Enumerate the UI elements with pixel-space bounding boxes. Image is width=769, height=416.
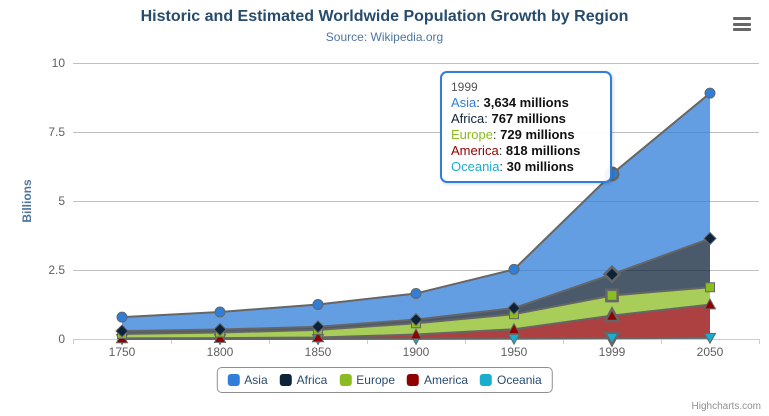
marker-asia-1800[interactable] bbox=[214, 306, 226, 318]
tooltip-series-value: 767 millions bbox=[491, 111, 566, 126]
marker-africa-1900[interactable] bbox=[409, 312, 423, 327]
legend-label: Asia bbox=[244, 373, 268, 387]
marker-america-1900[interactable] bbox=[409, 328, 423, 340]
tooltip-row: America: 818 millions bbox=[451, 143, 581, 158]
legend-label: Oceania bbox=[497, 373, 542, 387]
y-axis-label: 7.5 bbox=[48, 125, 65, 139]
legend-label: Europe bbox=[356, 373, 396, 387]
y-axis-label: 10 bbox=[51, 56, 65, 70]
legend-item-europe[interactable]: Europe bbox=[339, 373, 395, 387]
y-axis-label: 5 bbox=[58, 194, 65, 208]
tooltip-series-name: America bbox=[451, 143, 499, 158]
tooltip: 1999 Asia: 3,634 millions Africa: 767 mi… bbox=[440, 71, 612, 183]
credits-link[interactable]: Highcharts.com bbox=[691, 401, 761, 412]
marker-africa-1750[interactable] bbox=[115, 324, 129, 338]
tooltip-row: Oceania: 30 millions bbox=[451, 159, 574, 174]
tooltip-row: Asia: 3,634 millions bbox=[451, 95, 569, 110]
area-america[interactable] bbox=[122, 304, 710, 339]
marker-europe-1999[interactable] bbox=[605, 288, 619, 303]
x-axis-label: 1950 bbox=[500, 345, 528, 359]
x-axis-label: 2050 bbox=[696, 345, 724, 359]
x-axis-label: 1999 bbox=[598, 345, 626, 359]
legend-swatch-asia bbox=[227, 374, 240, 386]
marker-oceania-1999[interactable] bbox=[602, 331, 622, 348]
legend-label: America bbox=[424, 373, 469, 387]
chart-subtitle: Source: Wikipedia.org bbox=[325, 30, 444, 44]
y-axis-title: Billions bbox=[20, 179, 34, 223]
tooltip-series-value: 729 millions bbox=[500, 127, 575, 142]
marker-asia-1950[interactable] bbox=[508, 263, 520, 275]
chart-title: Historic and Estimated Worldwide Populat… bbox=[140, 8, 629, 25]
y-axis-label: 0 bbox=[58, 332, 65, 346]
x-axis-label: 1800 bbox=[206, 345, 234, 359]
legend-swatch-america bbox=[407, 374, 420, 386]
tooltip-row: Europe: 729 millions bbox=[451, 127, 575, 142]
tooltip-series-value: 30 millions bbox=[506, 159, 574, 174]
context-menu-button[interactable] bbox=[733, 17, 751, 31]
marker-africa-2050[interactable] bbox=[703, 231, 717, 246]
hamburger-icon bbox=[733, 17, 751, 20]
tooltip-header: 1999 bbox=[451, 80, 478, 94]
tooltip-series-name: Asia bbox=[451, 95, 477, 110]
marker-asia-2050[interactable] bbox=[704, 87, 716, 99]
marker-africa-1850[interactable] bbox=[311, 320, 325, 334]
area-africa[interactable] bbox=[122, 238, 710, 334]
x-axis-label: 1900 bbox=[402, 345, 430, 359]
legend-swatch-europe bbox=[339, 374, 352, 386]
tooltip-series-name: Europe bbox=[451, 127, 493, 142]
legend-item-america[interactable]: America bbox=[407, 373, 468, 387]
tooltip-series-name: Oceania bbox=[451, 159, 500, 174]
x-axis-label: 1850 bbox=[304, 345, 332, 359]
x-axis-label: 1750 bbox=[108, 345, 136, 359]
marker-africa-1800[interactable] bbox=[213, 322, 227, 337]
marker-america-1850[interactable] bbox=[311, 330, 325, 343]
marker-asia-1900[interactable] bbox=[410, 287, 422, 299]
marker-oceania-1950[interactable] bbox=[507, 333, 521, 346]
legend-swatch-africa bbox=[279, 374, 292, 386]
tooltip-series-value: 3,634 millions bbox=[483, 95, 569, 110]
marker-america-2050[interactable] bbox=[703, 298, 717, 310]
marker-asia-1750[interactable] bbox=[116, 311, 128, 323]
tooltip-row: Africa: 767 millions bbox=[451, 111, 566, 126]
marker-europe-2050[interactable] bbox=[705, 282, 715, 293]
marker-africa-1999[interactable] bbox=[602, 265, 622, 284]
legend-item-asia[interactable]: Asia bbox=[227, 373, 268, 387]
legend: Asia Africa Europe America Oceania bbox=[216, 367, 553, 393]
area-asia[interactable] bbox=[122, 93, 710, 332]
legend-item-africa[interactable]: Africa bbox=[279, 373, 328, 387]
marker-america-1999[interactable] bbox=[602, 306, 622, 323]
legend-label: Africa bbox=[296, 373, 328, 387]
y-axis-label: 2.5 bbox=[48, 263, 65, 277]
marker-america-1950[interactable] bbox=[507, 322, 521, 335]
marker-oceania-2050[interactable] bbox=[703, 332, 717, 345]
legend-swatch-oceania bbox=[480, 374, 493, 386]
tooltip-series-value: 818 millions bbox=[505, 143, 581, 158]
marker-asia-1850[interactable] bbox=[312, 298, 324, 310]
tooltip-series-name: Africa bbox=[451, 111, 485, 126]
marker-africa-1950[interactable] bbox=[507, 301, 521, 315]
legend-item-oceania[interactable]: Oceania bbox=[480, 373, 542, 387]
